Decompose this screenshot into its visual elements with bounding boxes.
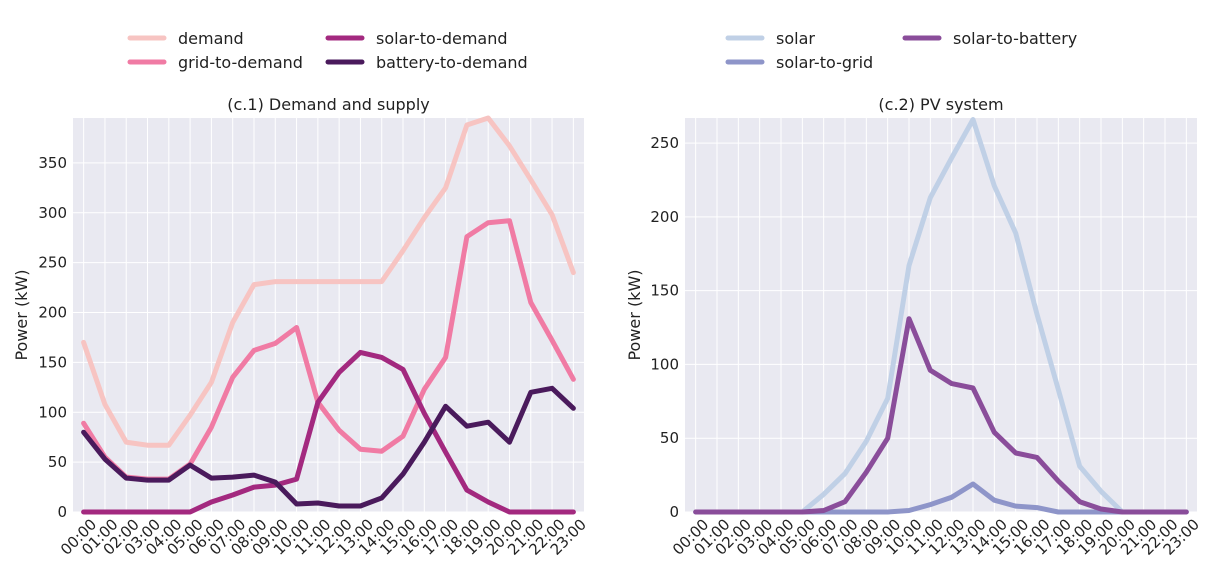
series-line-battery-to-demand [81, 385, 576, 509]
chart-title: (c.2) PV system [878, 95, 1003, 114]
y-tick-label: 150 [650, 282, 679, 300]
y-tick-label: 300 [38, 204, 67, 222]
y-tick-label: 0 [57, 503, 67, 521]
legend-label-solar-to-demand: solar-to-demand [376, 29, 508, 48]
chart-demand-and-supply: 05010015020025030035000:0001:0002:0003:0… [12, 29, 590, 559]
y-axis-label: Power (kW) [12, 269, 31, 360]
legend-label-demand: demand [178, 29, 244, 48]
y-tick-label: 50 [48, 453, 67, 471]
y-axis-label: Power (kW) [625, 269, 644, 360]
y-tick-label: 350 [38, 154, 67, 172]
y-tick-label: 200 [650, 208, 679, 226]
legend-label-solar-to-grid: solar-to-grid [776, 53, 873, 72]
plot-area [73, 118, 584, 512]
y-tick-label: 100 [650, 355, 679, 373]
plot-area [685, 118, 1197, 512]
series-line-demand [81, 115, 576, 448]
series-group [693, 117, 1189, 515]
y-tick-label: 250 [650, 134, 679, 152]
y-tick-label: 0 [669, 503, 679, 521]
legend: demand grid-to-demand solar-to-demand batte… [127, 29, 528, 72]
series-line-solar-to-battery [693, 316, 1189, 515]
y-tick-label: 150 [38, 353, 67, 371]
y-tick-label: 100 [38, 403, 67, 421]
chart-pv-system: 05010015020025000:0001:0002:0003:0004:00… [625, 29, 1203, 559]
legend: solar solar-to-grid solar-to-battery [725, 29, 1077, 72]
legend-label-solar-to-battery: solar-to-battery [953, 29, 1077, 48]
y-tick-label: 50 [660, 429, 679, 447]
legend-label-grid-to-demand: grid-to-demand [178, 53, 303, 72]
series-group [81, 115, 576, 515]
chart-title: (c.1) Demand and supply [227, 95, 429, 114]
y-tick-label: 250 [38, 254, 67, 272]
legend-label-battery-to-demand: battery-to-demand [376, 53, 528, 72]
y-tick-label: 200 [38, 304, 67, 322]
series-line-solar-to-demand [81, 349, 576, 515]
legend-label-solar: solar [776, 29, 815, 48]
